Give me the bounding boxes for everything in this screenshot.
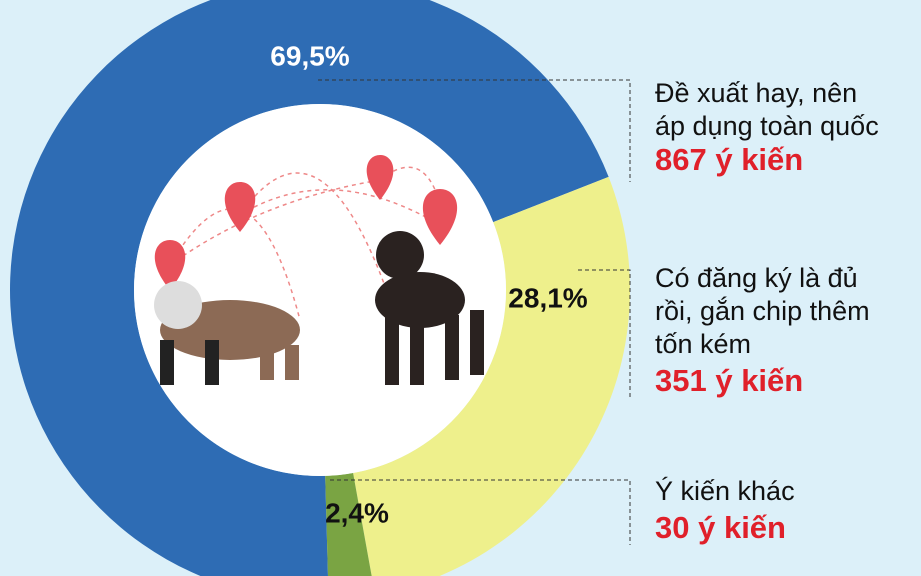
donut-segment	[10, 0, 609, 576]
legend-label: rồi, gắn chip thêm	[655, 295, 870, 326]
donut-segment	[325, 473, 372, 576]
value-label: 28,1%	[508, 282, 587, 313]
value-label: 2,4%	[325, 497, 389, 528]
value-label: 69,5%	[270, 40, 349, 71]
legend-count: 30 ý kiến	[655, 510, 786, 545]
animals	[154, 231, 484, 385]
legend-label: Đề xuất hay, nên	[655, 78, 857, 108]
legend-label: áp dụng toàn quốc	[655, 111, 879, 141]
legend-label: tốn kém	[655, 329, 751, 359]
legend-count: 867 ý kiến	[655, 142, 803, 177]
legend-count: 351 ý kiến	[655, 363, 803, 398]
legend-label: Có đăng ký là đủ	[655, 263, 858, 293]
leader-lines	[318, 79, 631, 545]
donut-segment	[353, 176, 630, 576]
legend-label: Ý kiến khác	[655, 476, 795, 506]
pins	[154, 155, 458, 290]
